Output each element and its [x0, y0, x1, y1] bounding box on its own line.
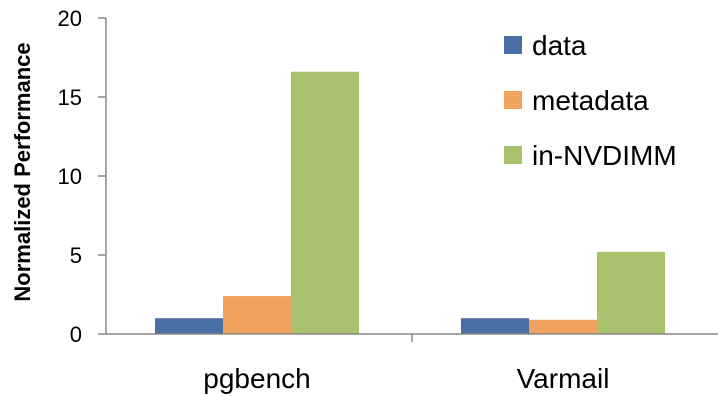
legend: data metadata in-NVDIMM	[504, 30, 677, 171]
axes-layer: 0 5 10 15 20 pgbench Varmail	[58, 6, 718, 394]
bars-layer	[155, 71, 665, 334]
legend-label: data	[532, 30, 587, 61]
y-tick-label: 20	[58, 6, 82, 31]
bar-in-nvdimm-pgbench	[291, 71, 359, 334]
y-tick-label: 10	[58, 164, 82, 189]
y-tick-label: 0	[70, 322, 82, 347]
legend-label: metadata	[532, 85, 649, 116]
bar-data-varmail	[461, 318, 529, 334]
legend-swatch-metadata	[504, 91, 522, 109]
y-axis-label: Normalized Performance	[10, 42, 35, 301]
bar-data-pgbench	[155, 318, 223, 334]
legend-swatch-in-nvdimm	[504, 146, 522, 164]
y-tick-label: 5	[70, 243, 82, 268]
legend-label: in-NVDIMM	[532, 140, 677, 171]
bar-metadata-varmail	[529, 319, 597, 334]
y-tick-label: 15	[58, 85, 82, 110]
bar-metadata-pgbench	[223, 296, 291, 334]
legend-swatch-data	[504, 36, 522, 54]
x-tick-label: Varmail	[517, 363, 610, 394]
x-tick-label: pgbench	[203, 363, 310, 394]
bar-in-nvdimm-varmail	[597, 251, 665, 334]
